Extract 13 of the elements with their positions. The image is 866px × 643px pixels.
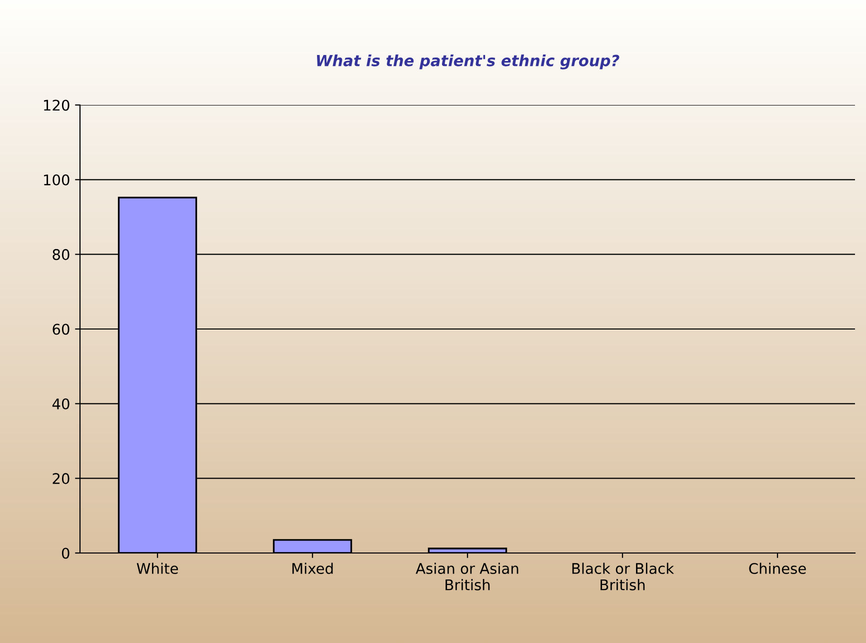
chart-title: What is the patient's ethnic group? <box>317 54 620 70</box>
x-tick-label: Black or Black British <box>572 562 674 590</box>
x-tick-label: Chinese <box>749 562 806 574</box>
x-tick-label: Asian or Asian British <box>416 562 518 590</box>
y-tick-label: 60 <box>52 324 70 335</box>
x-tick-label: Mixed <box>292 562 333 574</box>
y-tick-label: 20 <box>52 473 70 484</box>
x-tick-label: White <box>136 562 178 574</box>
y-tick-label: 80 <box>52 249 70 260</box>
y-tick-label: 100 <box>44 174 70 186</box>
y-tick-label: 0 <box>62 548 70 559</box>
y-tick-label: 40 <box>52 398 70 410</box>
y-tick-label: 120 <box>44 100 70 111</box>
